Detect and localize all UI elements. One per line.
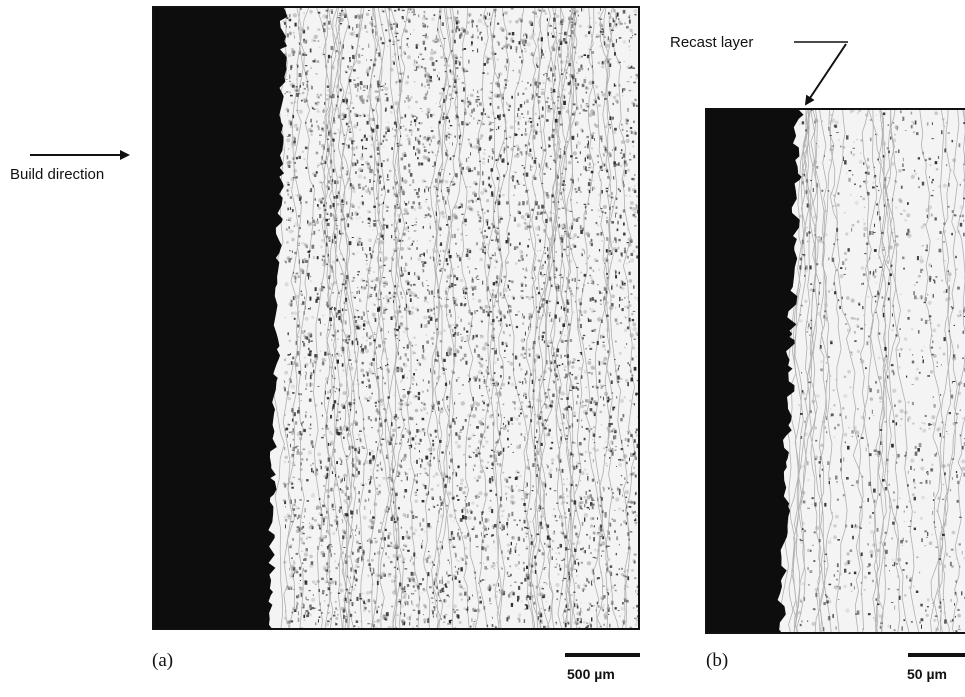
scale-label-a: 500 µm [567,666,615,682]
scale-bar-b [908,653,965,657]
build-direction-label: Build direction [10,166,104,183]
scale-label-b: 50 µm [907,666,947,682]
micrograph-panel-a [152,6,640,630]
recast-layer-arrow-icon [806,44,846,104]
micrograph-b-image [707,110,965,632]
micrograph-panel-b [705,108,965,634]
panel-b-label: (b) [706,650,728,672]
panel-a-label: (a) [152,650,173,672]
micrograph-a-image [154,8,638,628]
scale-bar-a [565,653,640,657]
recast-layer-label: Recast layer [670,34,753,51]
